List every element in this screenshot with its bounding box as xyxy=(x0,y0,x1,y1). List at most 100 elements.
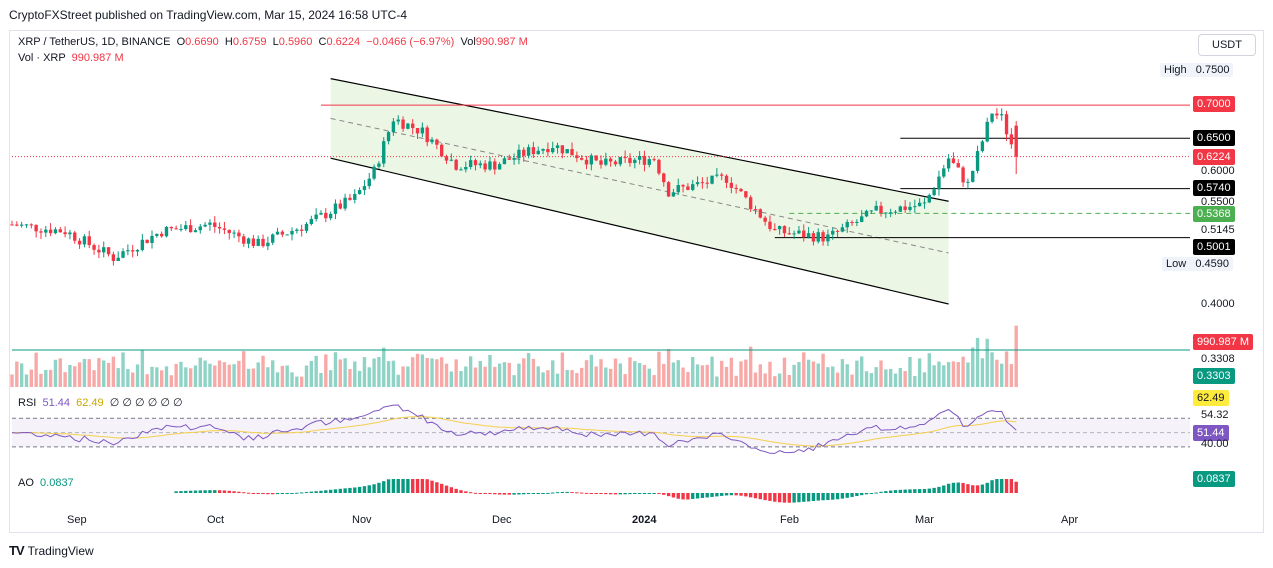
candle-body xyxy=(1000,114,1004,116)
volume-bar xyxy=(884,369,888,387)
descending-channel xyxy=(330,78,949,305)
volume-bar xyxy=(729,357,734,387)
ao-bar xyxy=(671,493,676,498)
volume-bar xyxy=(396,374,400,387)
rsi-ma-value: 62.49 xyxy=(76,397,104,409)
candle-body xyxy=(497,164,502,170)
ao-bar xyxy=(444,485,449,493)
tradingview-brand[interactable]: TV TradingView xyxy=(9,543,94,558)
candle-body xyxy=(903,206,907,210)
volume-bar xyxy=(763,373,767,387)
volume-bar xyxy=(1004,351,1009,387)
candle-body xyxy=(811,233,816,242)
volume-bar xyxy=(599,359,603,387)
volume-bar xyxy=(806,359,811,387)
candle-body xyxy=(420,127,425,134)
volume-bar xyxy=(213,365,217,387)
x-label-dec: Dec xyxy=(492,514,512,526)
candle-body xyxy=(92,245,96,250)
candle-body xyxy=(662,173,666,183)
candle-body xyxy=(275,231,280,235)
volume-bar xyxy=(106,362,111,387)
ao-bar xyxy=(860,493,864,496)
candle-body xyxy=(159,233,164,237)
ao-bar xyxy=(720,493,724,496)
volume-legend: Vol · XRP 990.987 M xyxy=(18,52,124,64)
volume-bar xyxy=(116,368,120,387)
ao-bar xyxy=(763,493,767,501)
volume-bar xyxy=(855,360,859,387)
candle-body xyxy=(758,209,763,218)
ao-bar xyxy=(517,493,521,495)
volume-bar xyxy=(464,366,468,387)
candle-body xyxy=(579,158,584,160)
ao-bar xyxy=(565,491,569,493)
candle-body xyxy=(430,139,434,143)
ao-bar xyxy=(782,493,787,503)
candle-body xyxy=(695,182,700,185)
ao-bar xyxy=(758,493,763,500)
candle-body xyxy=(464,167,468,170)
volume-bar xyxy=(942,365,946,387)
volume-bar xyxy=(261,355,265,387)
ao-bar xyxy=(473,492,478,494)
volume-bar xyxy=(850,374,854,387)
ao-bar xyxy=(729,493,734,496)
candle-body xyxy=(232,232,236,234)
candle-body xyxy=(193,230,198,233)
ao-bar xyxy=(348,487,352,493)
ao-bar xyxy=(1009,479,1014,493)
ao-bar xyxy=(242,492,246,494)
candle-body xyxy=(551,148,555,153)
candle-body xyxy=(24,224,29,226)
volume-bar xyxy=(507,362,511,387)
volume-bar xyxy=(44,369,48,387)
volume-bar xyxy=(720,360,724,387)
candle-body xyxy=(425,127,429,143)
candle-body xyxy=(802,230,806,238)
volume-bar xyxy=(787,374,791,387)
volume-bar xyxy=(497,363,502,387)
axis-label-0400: 0.4000 xyxy=(1201,298,1235,310)
candle-body xyxy=(792,233,796,235)
axis-label-05145: 0.5145 xyxy=(1201,224,1235,236)
volume-bar xyxy=(816,363,820,387)
candle-body xyxy=(478,163,482,166)
volume-bar xyxy=(618,363,623,387)
ao-bar xyxy=(715,493,719,497)
ao-bar xyxy=(840,493,845,499)
volume-bar xyxy=(966,362,970,387)
candle-body xyxy=(821,232,825,242)
candle-body xyxy=(184,225,188,230)
volume-bar xyxy=(280,365,285,387)
candle-body xyxy=(362,186,367,190)
ao-bar xyxy=(1014,481,1018,493)
ao-bar xyxy=(396,479,400,493)
volume-bar xyxy=(159,370,164,387)
candle-body xyxy=(980,141,985,152)
channel-fill xyxy=(330,78,949,304)
candle-body xyxy=(261,238,265,247)
x-label-nov: Nov xyxy=(352,514,372,526)
ao-bar xyxy=(377,482,381,493)
ao-bar xyxy=(806,493,811,502)
candle-body xyxy=(594,155,598,161)
candle-body xyxy=(271,234,275,243)
candle-body xyxy=(739,189,743,192)
candle-body xyxy=(299,229,304,231)
candle-body xyxy=(87,236,91,246)
volume-bar xyxy=(628,357,632,387)
price-tag-0650: 0.6500 xyxy=(1193,130,1235,146)
ao-bar xyxy=(748,493,753,498)
volume-bar xyxy=(10,374,14,387)
candle-body xyxy=(826,234,830,242)
volume-bar xyxy=(995,359,999,387)
ao-bar xyxy=(695,493,700,499)
candle-body xyxy=(256,238,260,246)
tradingview-logo-icon: TV xyxy=(9,543,25,558)
volume-bar xyxy=(980,358,985,387)
candle-body xyxy=(628,157,632,164)
volume-bar xyxy=(73,366,77,387)
currency-button[interactable]: USDT xyxy=(1198,34,1256,56)
